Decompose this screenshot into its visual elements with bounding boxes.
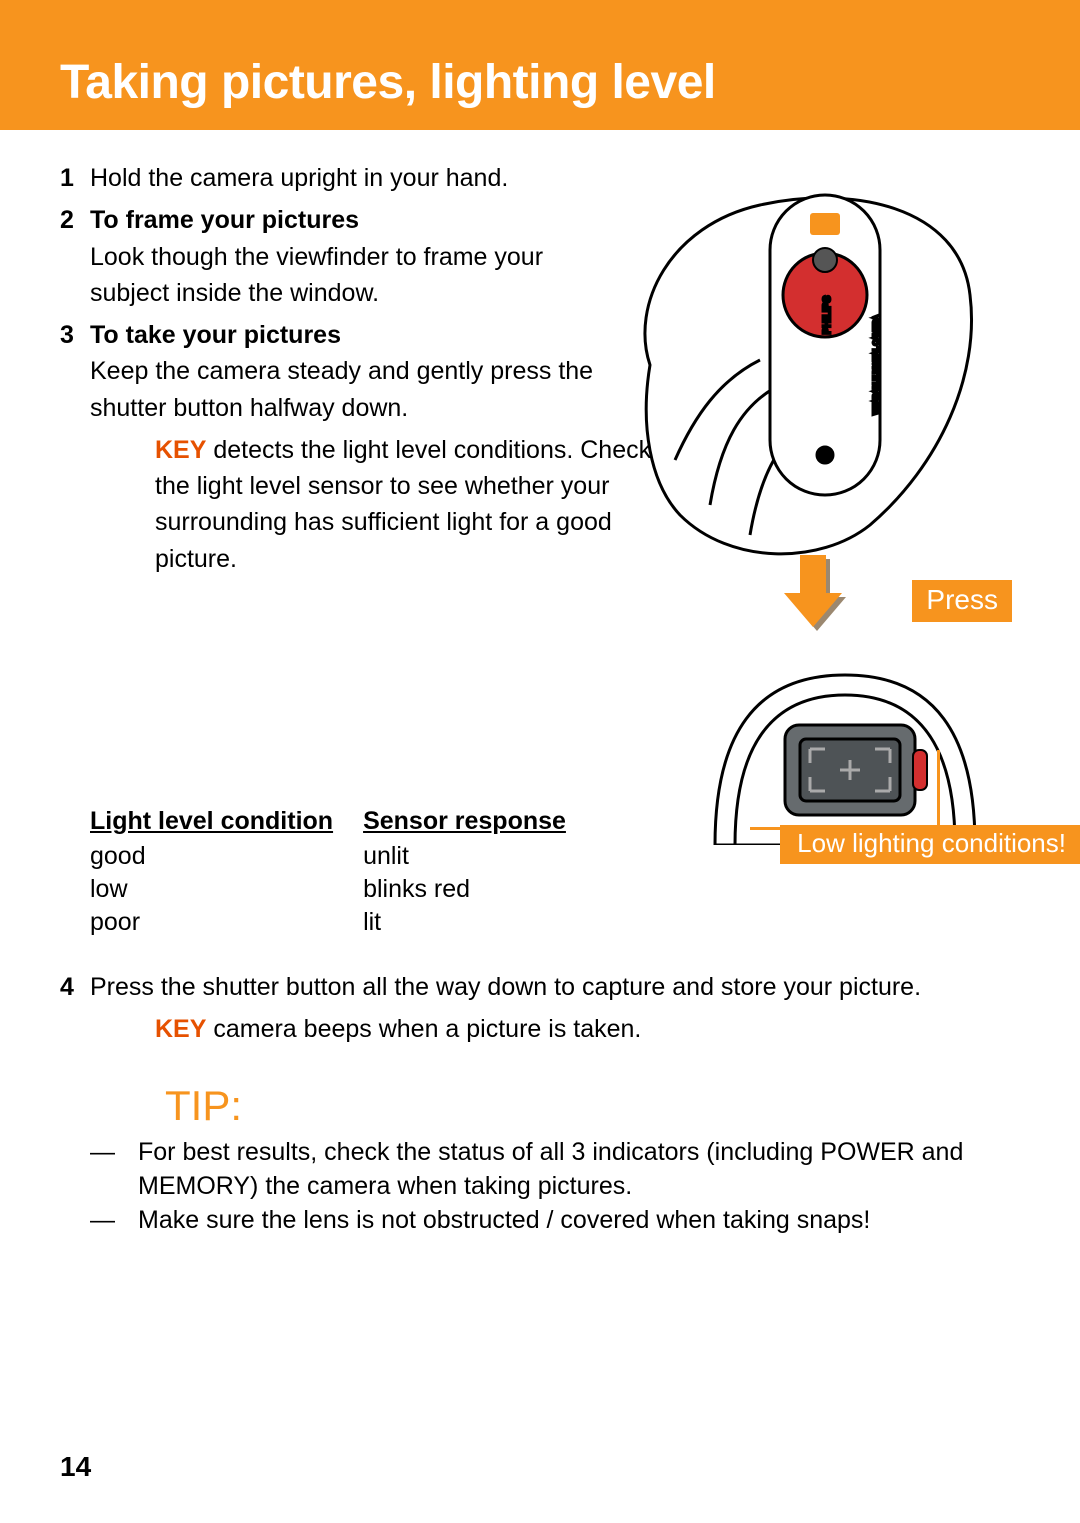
table-row: good unlit [90, 840, 596, 873]
dash: — [90, 1204, 138, 1238]
low-lighting-label: Low lighting conditions! [780, 825, 1080, 864]
tip-line: — For best results, check the status of … [90, 1136, 1020, 1204]
step-title: To take your pictures [90, 321, 341, 349]
step-body: Press the shutter button all the way dow… [90, 969, 990, 1005]
table-header: Light level condition [90, 807, 363, 840]
dash: — [90, 1136, 138, 1204]
header-bar: Taking pictures, lighting level [0, 0, 1080, 130]
step-number: 4 [60, 969, 90, 1005]
tip-heading: TIP: [165, 1082, 1020, 1130]
press-label: Press [912, 580, 1012, 622]
step-number: 3 [60, 317, 90, 426]
step-body: Look though the viewfinder to frame your… [90, 243, 543, 307]
table-header: Sensor response [363, 807, 596, 840]
key-label: KEY [155, 436, 206, 464]
key-text: camera beeps when a picture is taken. [206, 1015, 641, 1043]
key-note-3: KEY detects the light level conditions. … [60, 432, 660, 577]
press-arrow-icon [780, 555, 850, 635]
camera-hand-illustration: PHILIPS WEARABLE DIGITAL CAMERA [610, 165, 1080, 565]
key-note-4: KEY camera beeps when a picture is taken… [60, 1011, 660, 1047]
table-row: poor lit [90, 906, 596, 939]
callout-line [750, 750, 940, 830]
step-body: Hold the camera upright in your hand. [90, 160, 600, 196]
step-number: 2 [60, 202, 90, 311]
tip-text: For best results, check the status of al… [138, 1136, 1020, 1204]
tip-line: — Make sure the lens is not obstructed /… [90, 1204, 1020, 1238]
svg-text:PHILIPS: PHILIPS [822, 296, 833, 335]
step-4: 4 Press the shutter button all the way d… [60, 969, 1020, 1005]
step-number: 1 [60, 160, 90, 196]
svg-text:WEARABLE DIGITAL CAMERA: WEARABLE DIGITAL CAMERA [873, 315, 880, 415]
table-row: low blinks red [90, 873, 596, 906]
step-body: Keep the camera steady and gently press … [90, 357, 593, 421]
key-text: detects the light level conditions. Chec… [155, 436, 651, 573]
step-title: To frame your pictures [90, 206, 359, 234]
page-number: 14 [60, 1451, 91, 1483]
key-label: KEY [155, 1015, 206, 1043]
page-title: Taking pictures, lighting level [60, 55, 1080, 110]
tip-text: Make sure the lens is not obstructed / c… [138, 1204, 1020, 1238]
